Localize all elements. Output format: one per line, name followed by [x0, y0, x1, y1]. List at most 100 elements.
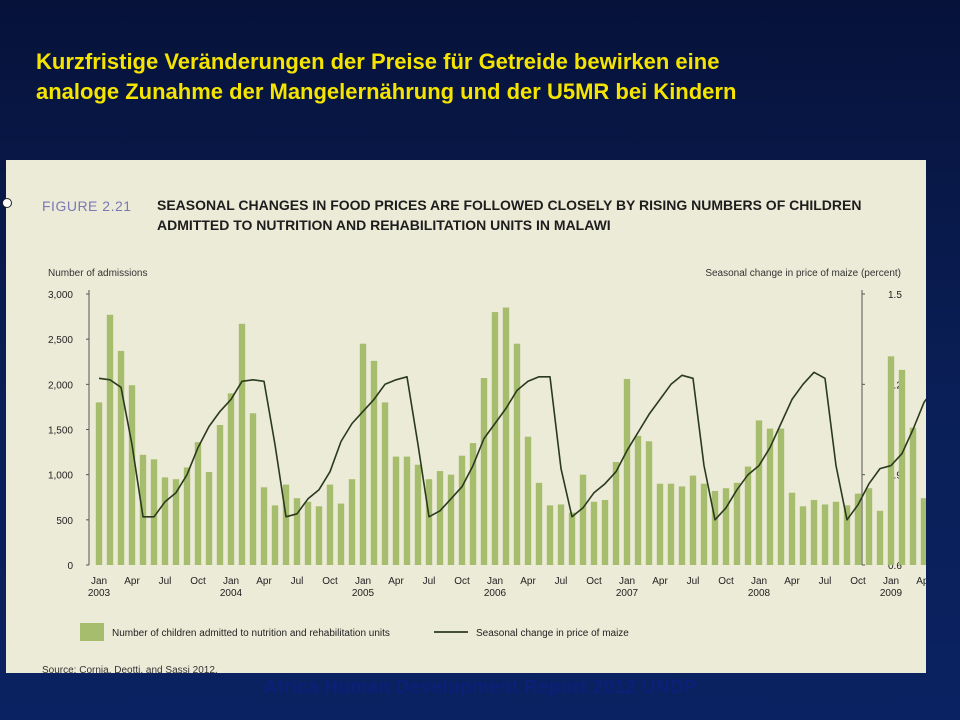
- x-tick-year-label: 2008: [748, 588, 771, 599]
- x-tick-label: Apr: [916, 576, 926, 587]
- admissions-bar: [139, 454, 147, 565]
- admissions-bar: [722, 488, 730, 565]
- maize-price-line: [98, 371, 926, 521]
- admissions-bar: [304, 501, 312, 565]
- figure-label: FIGURE 2.21: [42, 198, 132, 214]
- admissions-bar: [392, 456, 400, 565]
- admissions-bar: [678, 486, 686, 565]
- admissions-bar: [403, 456, 411, 565]
- x-tick-label: Jul: [423, 576, 436, 587]
- figure-title: SEASONAL CHANGES IN FOOD PRICES ARE FOLL…: [157, 197, 862, 233]
- admissions-bar: [205, 471, 213, 565]
- x-tick-label: Jul: [159, 576, 172, 587]
- admissions-bar: [348, 479, 356, 565]
- admissions-bar: [689, 475, 697, 565]
- admissions-bar: [238, 323, 246, 565]
- admissions-bar: [183, 467, 191, 565]
- admissions-bar: [524, 436, 532, 565]
- slide-title: Kurzfristige Veränderungen der Preise fü…: [36, 47, 936, 107]
- legend-bar-swatch: [80, 623, 104, 641]
- bullet-circle-icon: [2, 198, 12, 208]
- y-axis-right-title: Seasonal change in price of maize (perce…: [705, 268, 901, 279]
- admissions-bar: [447, 474, 455, 565]
- admissions-bar: [711, 490, 719, 565]
- admissions-bar: [315, 506, 323, 565]
- admissions-bar: [117, 350, 125, 565]
- admissions-bar: [854, 493, 862, 565]
- admissions-bar: [667, 483, 675, 565]
- admissions-bar: [799, 506, 807, 565]
- admissions-bar: [216, 424, 224, 565]
- y-tick-label-right: 1.2: [888, 380, 902, 391]
- admissions-bar: [612, 462, 620, 565]
- admissions-bar: [843, 505, 851, 565]
- admissions-bar: [172, 479, 180, 565]
- y-tick-label-right: 1.5: [888, 290, 902, 301]
- admissions-bar: [645, 441, 653, 565]
- admissions-bar: [579, 474, 587, 565]
- slide-title-line-1: Kurzfristige Veränderungen der Preise fü…: [36, 49, 720, 74]
- x-tick-year-label: 2006: [484, 588, 507, 599]
- legend-line-label: Seasonal change in price of maize: [476, 628, 629, 639]
- admissions-bar: [557, 504, 565, 565]
- y-tick-label-left: 3,000: [48, 290, 73, 301]
- x-tick-label: Jul: [555, 576, 568, 587]
- admissions-bar: [106, 314, 114, 565]
- admissions-bar: [502, 307, 510, 565]
- admissions-bar: [623, 378, 631, 565]
- admissions-bar: [271, 505, 279, 565]
- x-tick-label: Oct: [586, 576, 602, 587]
- figure-panel: FIGURE 2.21 SEASONAL CHANGES IN FOOD PRI…: [2, 160, 926, 676]
- x-tick-label: Oct: [850, 576, 866, 587]
- admissions-bar: [260, 487, 268, 565]
- admissions-bar: [337, 503, 345, 565]
- x-tick-label: Jan: [91, 576, 107, 587]
- x-tick-label: Jan: [487, 576, 503, 587]
- x-tick-label: Apr: [388, 576, 404, 587]
- x-tick-label: Apr: [124, 576, 140, 587]
- x-tick-label: Oct: [322, 576, 338, 587]
- admissions-bar: [810, 499, 818, 565]
- legend-bar-label: Number of children admitted to nutrition…: [112, 628, 390, 639]
- y-tick-label-left: 0: [67, 561, 73, 572]
- x-tick-label: Jul: [687, 576, 700, 587]
- admissions-bar: [909, 427, 917, 565]
- y-tick-label-right: 0.9: [888, 471, 902, 482]
- admissions-bar: [436, 471, 444, 565]
- admissions-bar: [480, 378, 488, 565]
- admissions-bar: [832, 501, 840, 565]
- admissions-bar: [95, 402, 103, 565]
- admissions-bar: [282, 484, 290, 565]
- x-tick-year-label: 2009: [880, 588, 903, 599]
- admissions-bar: [161, 477, 169, 565]
- x-tick-label: Jan: [619, 576, 635, 587]
- x-tick-label: Oct: [190, 576, 206, 587]
- x-tick-label: Jan: [223, 576, 239, 587]
- x-tick-label: Apr: [652, 576, 668, 587]
- admissions-bar: [887, 356, 895, 565]
- admissions-bar: [293, 498, 301, 565]
- admissions-bar: [194, 442, 202, 565]
- chart: Number of admissions Seasonal change in p…: [48, 268, 926, 641]
- admissions-bar: [128, 385, 136, 565]
- y-tick-label-left: 2,000: [48, 380, 73, 391]
- admissions-bar: [249, 413, 257, 565]
- y-tick-label-left: 2,500: [48, 335, 73, 346]
- admissions-bar: [876, 510, 884, 565]
- admissions-bar: [920, 498, 926, 565]
- x-tick-label: Apr: [520, 576, 536, 587]
- slide-credit: Africa Human Development Report 2012 UND…: [263, 677, 697, 698]
- admissions-bar: [458, 455, 466, 565]
- admissions-bar: [733, 482, 741, 565]
- x-tick-label: Jul: [291, 576, 304, 587]
- x-tick-year-label: 2004: [220, 588, 243, 599]
- y-tick-label-left: 1,000: [48, 471, 73, 482]
- x-tick-label: Jan: [751, 576, 767, 587]
- admissions-bar: [381, 402, 389, 565]
- admissions-bar: [491, 312, 499, 565]
- admissions-bar: [766, 428, 774, 565]
- admissions-bar: [568, 512, 576, 565]
- admissions-bar: [656, 483, 664, 565]
- admissions-bar: [601, 499, 609, 565]
- admissions-bar: [821, 504, 829, 565]
